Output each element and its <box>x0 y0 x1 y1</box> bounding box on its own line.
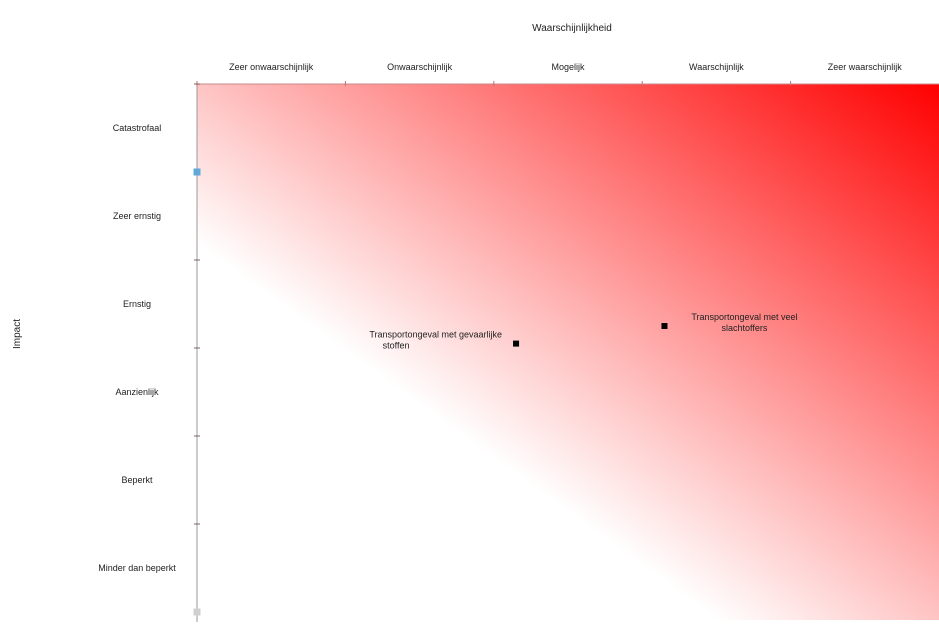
axis-marker <box>193 608 201 616</box>
x-tick-labels: Zeer onwaarschijnlijk Onwaarschijnlijk Mog… <box>229 62 902 72</box>
y-tick-label: Ernstig <box>123 299 151 309</box>
data-point-label: slachtoffers <box>722 323 768 333</box>
y-tick-label: Aanzienlijk <box>115 387 159 397</box>
y-tick-label: Beperkt <box>121 475 153 485</box>
data-point-marker <box>513 340 520 347</box>
x-axis-title: Waarschijnlijkheid <box>532 23 612 34</box>
y-tick-label: Zeer ernstig <box>113 211 161 221</box>
y-tick-labels: Catastrofaal Zeer ernstig Ernstig Aanzienli… <box>98 123 176 573</box>
y-axis-title: Impact <box>12 319 23 349</box>
axis-markers <box>193 168 201 616</box>
x-tick-label: Waarschijnlijk <box>689 62 744 72</box>
plot-area <box>197 84 939 620</box>
y-tick-label: Catastrofaal <box>113 123 162 133</box>
x-tick-label: Zeer waarschijnlijk <box>828 62 903 72</box>
data-point-marker <box>661 323 668 329</box>
y-tick-label: Minder dan beperkt <box>98 563 176 573</box>
data-point-label: stoffen <box>383 341 410 351</box>
data-point-label: Transportongeval met gevaarlijke <box>369 330 502 340</box>
x-tick-label: Onwaarschijnlijk <box>387 62 453 72</box>
x-tick-label: Zeer onwaarschijnlijk <box>229 62 314 72</box>
x-tick-label: Mogelijk <box>551 62 585 72</box>
data-point-label: Transportongeval met veel <box>691 312 797 322</box>
axis-marker <box>193 168 201 176</box>
